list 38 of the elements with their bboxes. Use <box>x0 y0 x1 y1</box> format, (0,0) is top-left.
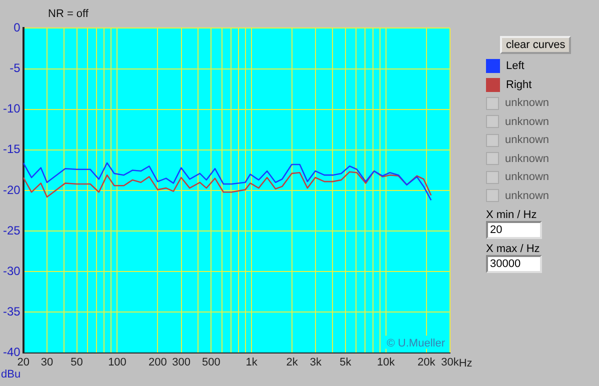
y-tick-label: -15 <box>3 142 21 156</box>
legend-label: Right <box>506 78 532 91</box>
x-tick-label: 2k <box>286 356 298 368</box>
x-tick-label: 20k <box>417 356 436 368</box>
text: unknown <box>505 171 550 184</box>
text: unknown <box>505 190 550 202</box>
x-tick-label: 50 <box>70 356 83 368</box>
x-tick-label: 10k <box>377 356 396 368</box>
text: unknown <box>505 97 550 110</box>
y-tick-label: -25 <box>3 223 21 238</box>
y-tick-label: -20 <box>3 182 21 197</box>
y-tick-label: 0 <box>14 20 21 35</box>
x-tick-label: 30 <box>40 356 54 368</box>
x-tick-label: 300 <box>172 356 191 368</box>
text: NR = off <box>48 8 88 20</box>
x-tick-label: 5k <box>340 356 352 368</box>
x-tick-label: 30k <box>441 356 460 368</box>
legend-label: Left <box>506 60 524 72</box>
text: unknown <box>505 116 550 128</box>
text: 30000 <box>486 255 542 273</box>
y-tick-label: -5 <box>10 61 21 76</box>
x-tick-label: 200 <box>148 356 167 368</box>
y-tick-label: -10 <box>3 102 21 116</box>
x-tick-label: 1k <box>246 356 258 368</box>
x-axis-title: Hz <box>458 357 472 370</box>
annotation: © U.Mueller <box>386 337 446 350</box>
text: X min / Hz <box>486 209 538 221</box>
text: unknown <box>505 134 550 146</box>
y-tick-label: -30 <box>3 264 21 278</box>
text: 20 <box>486 221 542 239</box>
text: X max / Hz <box>486 243 541 255</box>
x-tick-label: 100 <box>108 356 126 368</box>
y-tick-label: -35 <box>3 304 21 319</box>
y-axis-title: dBu <box>1 368 21 380</box>
text: unknown <box>505 152 550 165</box>
x-tick-label: 500 <box>202 356 220 368</box>
text: clear curves <box>500 36 572 54</box>
x-tick-label: 3k <box>310 356 322 368</box>
